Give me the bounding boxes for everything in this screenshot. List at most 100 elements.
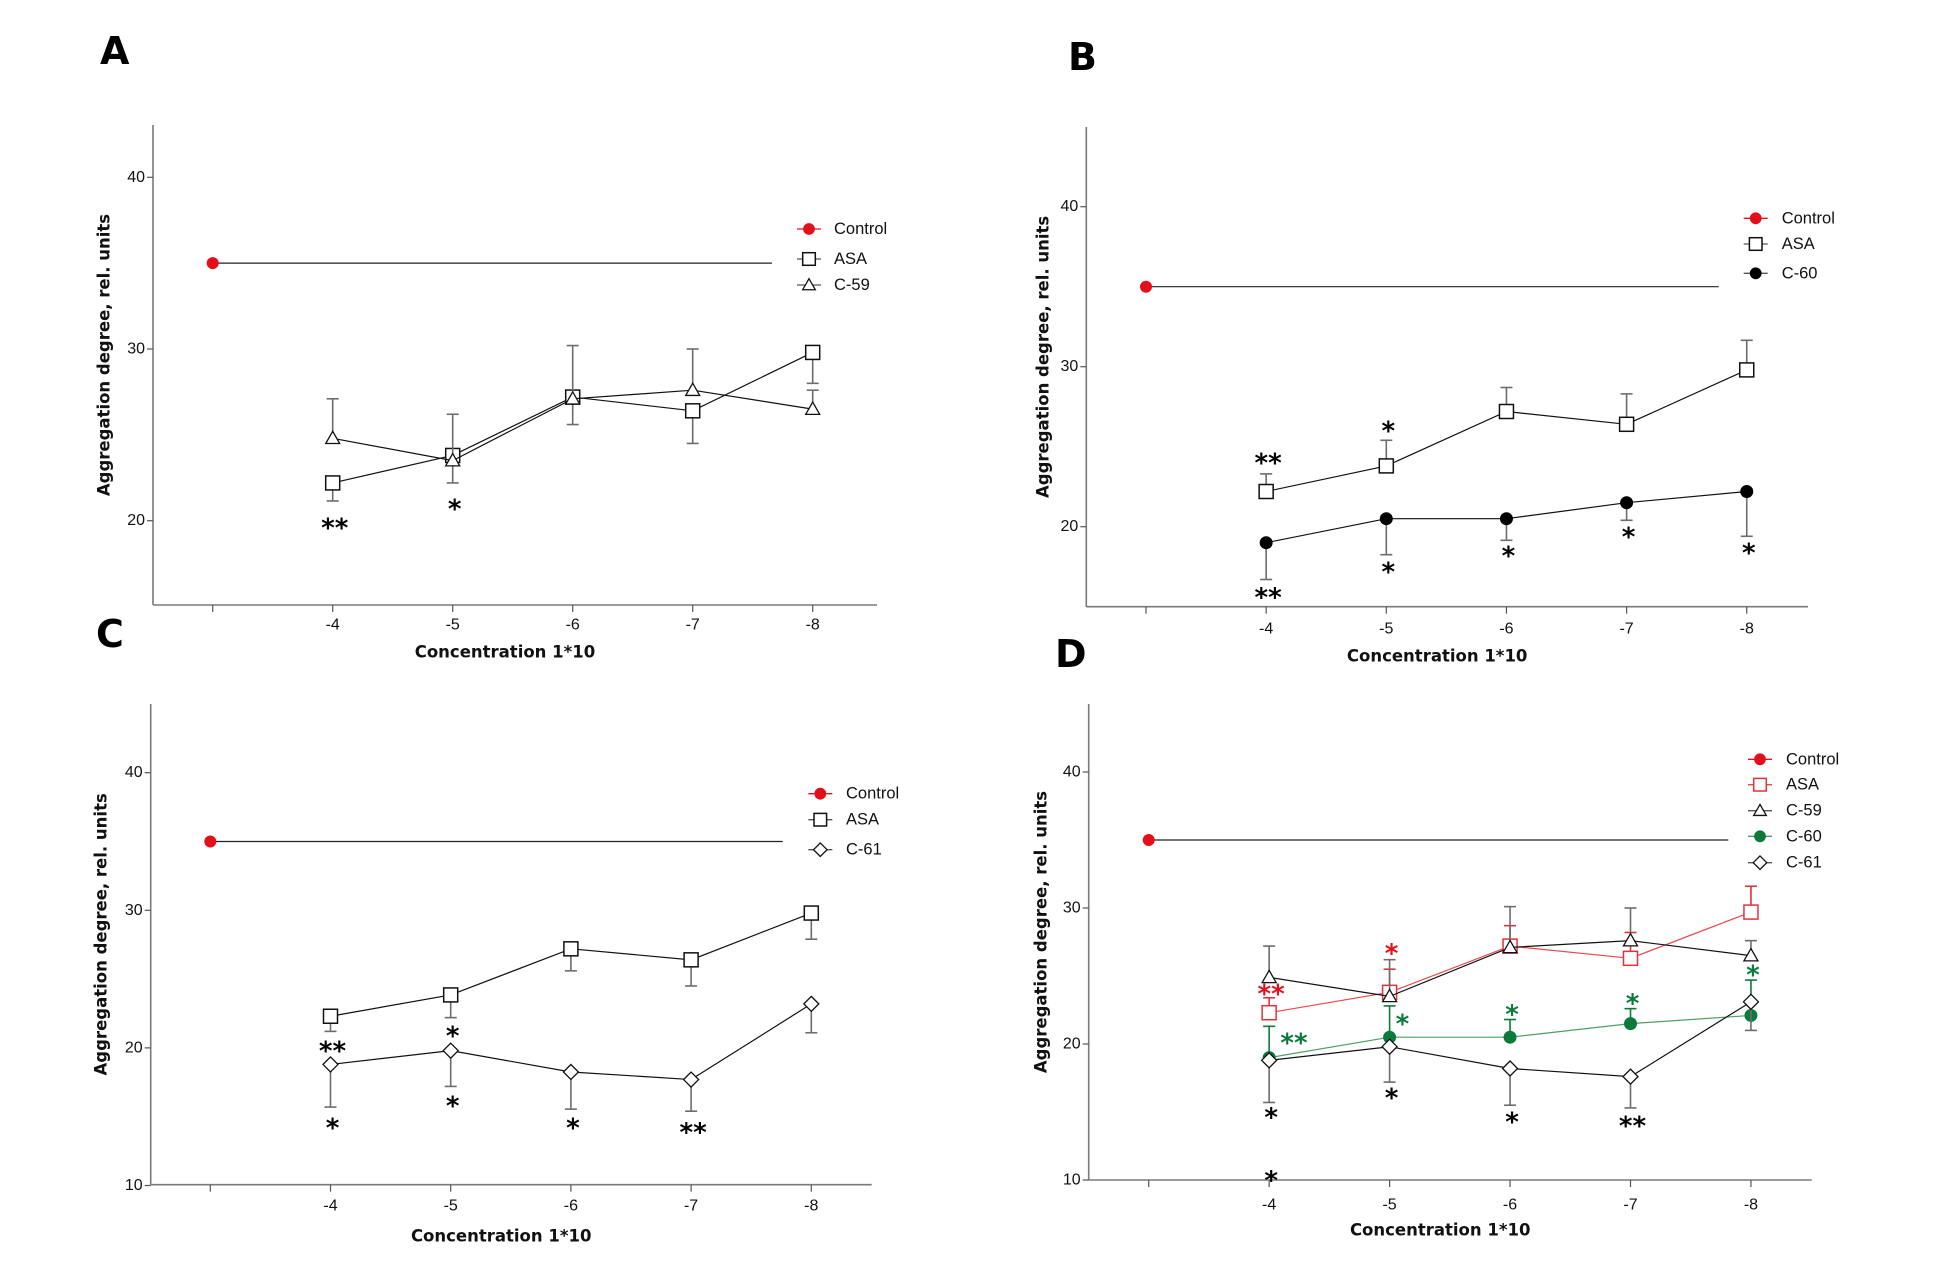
significance-mark: ** [1255,583,1283,613]
data-point [804,344,821,361]
data-point [322,1008,339,1025]
data-point [1381,1038,1399,1056]
legend-marker [801,251,817,267]
y-axis-title: Aggregation degree, rel. units [1034,216,1053,498]
data-point [1501,1060,1519,1077]
significance-mark: * [1746,961,1760,991]
x-tick-label: -8 [1744,1197,1758,1214]
series-c-59 [1261,905,1760,1003]
significance-mark: * [566,1114,580,1144]
data-point [1503,1030,1517,1044]
data-point [562,1063,580,1081]
x-tick-label: -8 [804,1198,818,1215]
legend-marker [801,277,817,291]
legend-marker [1754,753,1766,766]
significance-mark: ** [321,514,349,544]
x-axis-title: Concentration 1*10 [411,1227,592,1246]
y-axis-title: Aggregation degree, rel. units [1032,791,1051,1073]
y-tick-label: 40 [1063,764,1081,781]
legend: Control ASA C-59 [797,220,887,294]
legend-label: Control [834,220,887,238]
legend-marker [1748,236,1763,252]
legend-marker [813,812,828,827]
x-tick-label: -6 [1503,1197,1517,1214]
x-tick-label: -7 [684,1198,698,1215]
data-point [1739,362,1755,378]
significance-mark: * [326,1114,340,1144]
data-point [444,452,461,467]
data-point [442,1042,460,1060]
significance-mark: * [1385,939,1399,969]
legend-label: C-61 [846,841,882,859]
control-point [1142,834,1155,846]
significance-mark: * [1396,1010,1410,1040]
x-tick-label: -6 [1499,621,1513,638]
significance-mark: * [1626,989,1640,1019]
significance-mark: ** [1280,1029,1308,1059]
legend-label: ASA [1782,235,1815,253]
x-axis-title: Concentration 1*10 [1350,1221,1531,1240]
data-point [802,995,820,1013]
data-point [1742,993,1760,1011]
x-tick-label: -5 [1382,1197,1396,1214]
legend-label: C-59 [834,276,870,294]
legend-label: Control [1782,209,1835,227]
legend: Control ASA C-60 [1743,209,1835,282]
x-tick-label: -8 [806,617,820,634]
x-tick-label: -4 [323,1198,337,1215]
x-tick-label: -6 [564,1198,578,1215]
legend-label: Control [846,785,899,803]
panel-letter-c: C [96,612,124,656]
panel-c: 10 20 30 40 -4 -5 -6 -7 -8 Concentration 1*10 Aggr… [92,704,899,1246]
y-tick-label: 20 [127,512,145,529]
legend-marker [1749,267,1762,280]
legend-item: C-59 [1748,802,1822,820]
x-tick-label: -6 [566,617,580,634]
legend-marker [1752,855,1768,871]
control-point [204,835,217,848]
legend-item: C-61 [1748,854,1822,872]
y-tick-label: 10 [1063,1172,1081,1189]
data-point [1261,969,1278,984]
significance-mark: * [1381,558,1395,588]
y-tick-label: 20 [1063,1036,1081,1053]
legend-label: C-59 [1786,802,1822,820]
y-axis-title: Aggregation degree, rel. units [95,214,114,496]
control-point [206,257,219,270]
legend-item: Control [1748,750,1839,768]
data-point [1498,403,1515,420]
legend-item: C-59 [797,276,870,294]
significance-mark: * [448,495,462,525]
data-point [1622,950,1639,967]
data-point [684,381,701,397]
x-tick-label: -5 [1379,621,1393,638]
panel-letter-d: D [1055,632,1087,676]
legend-marker [803,223,815,235]
data-point [322,1055,339,1073]
data-point [324,475,341,491]
series-asa [322,905,820,1033]
series-c-60 [1259,485,1754,581]
series-c-61 [322,995,820,1112]
data-point [1260,1051,1278,1069]
panel-letter-a: A [100,29,130,73]
legend-marker [814,787,827,800]
significance-mark: ** [679,1118,707,1148]
legend-label: C-60 [1782,264,1818,282]
x-tick-label: -7 [1623,1197,1637,1214]
data-point [1499,512,1513,526]
x-tick-label: -4 [1259,621,1273,638]
series-c-61 [1260,993,1760,1109]
legend-marker [1752,777,1768,792]
significance-mark: ** [1258,980,1286,1010]
data-point [1379,512,1393,526]
significance-mark: * [1742,538,1756,568]
x-tick-label: -5 [444,1198,458,1215]
y-tick-label: 10 [125,1177,143,1194]
data-point [804,400,821,415]
x-axis-title: Concentration 1*10 [415,643,596,662]
data-point [684,403,701,419]
significance-mark: ** [319,1037,347,1067]
legend-item: Control [1743,209,1835,227]
significance-mark: ** [1255,449,1283,479]
